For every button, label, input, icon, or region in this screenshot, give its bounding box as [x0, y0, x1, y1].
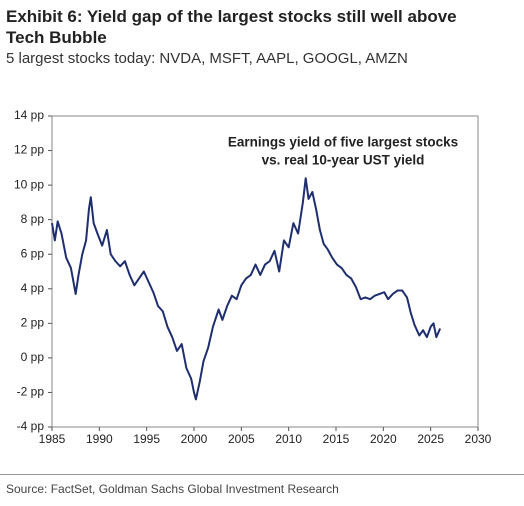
x-tick-label: 1990: [86, 432, 113, 446]
chart-subtitle: 5 largest stocks today: NVDA, MSFT, AAPL…: [6, 50, 408, 67]
x-tick-label: 2005: [228, 432, 255, 446]
x-tick-label: 2030: [465, 432, 492, 446]
x-tick-label: 2015: [323, 432, 350, 446]
x-tick-label: 2020: [370, 432, 397, 446]
x-tick-label: 1985: [39, 432, 66, 446]
y-tick-label: 8 pp: [21, 212, 45, 226]
chart-title: Exhibit 6: Yield gap of the largest stoc…: [6, 7, 457, 47]
y-tick-label: 10 pp: [14, 177, 44, 191]
y-tick-label: 12 pp: [14, 143, 44, 157]
y-tick-label: -2 pp: [17, 385, 45, 399]
x-tick-label: 2010: [275, 432, 302, 446]
y-tick-label: -4 pp: [17, 419, 45, 433]
y-tick-label: 2 pp: [21, 316, 45, 330]
data-line: [51, 177, 442, 401]
separator: [0, 474, 524, 475]
y-tick-label: 6 pp: [21, 246, 45, 260]
plot-frame: [51, 115, 479, 428]
y-tick-label: 0 pp: [21, 350, 45, 364]
annotation: vs. real 10-year UST yield: [262, 153, 425, 168]
x-tick-label: 2000: [181, 432, 208, 446]
source-note: Source: FactSet, Goldman Sachs Global In…: [6, 482, 339, 496]
x-tick-label: 1995: [133, 432, 160, 446]
y-tick-label: 14 pp: [14, 108, 44, 122]
x-tick-label: 2025: [417, 432, 444, 446]
chart: Earnings yield of five largest stocks vs…: [14, 108, 492, 446]
y-tick-label: 4 pp: [21, 281, 45, 295]
annotation: Earnings yield of five largest stocks: [228, 135, 458, 150]
